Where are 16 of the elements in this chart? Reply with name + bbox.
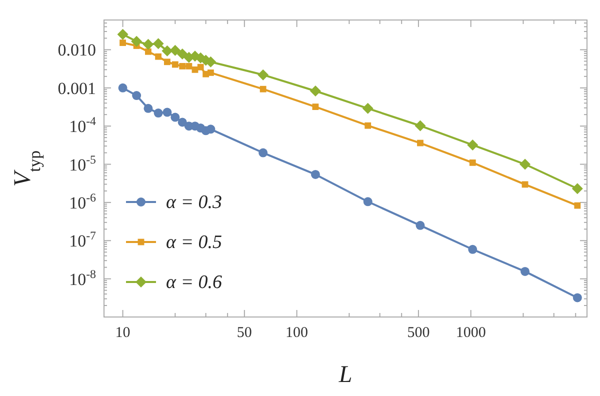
y-tick-label: 0.001 <box>58 78 96 98</box>
y-tick-label: 0.010 <box>58 40 96 60</box>
x-axis-title: L <box>338 362 352 388</box>
x-tick-label: 1000 <box>456 325 486 341</box>
x-tick-label: 100 <box>286 325 308 341</box>
x-tick-label: 10 <box>115 325 130 341</box>
legend-label: α = 0.6 <box>166 272 223 293</box>
x-tick-label: 50 <box>236 325 252 341</box>
x-tick-label: 500 <box>407 325 430 341</box>
legend-label: α = 0.5 <box>166 232 222 253</box>
y-tick-label: 10$^{-6}$ <box>69 190 96 212</box>
y-tick-label: 10$^{-7}$ <box>69 228 96 251</box>
y-tick-label: 10$^{-5}$ <box>69 152 96 174</box>
y-tick-label: 10$^{-8}$ <box>69 266 96 289</box>
legend-label: α = 0.3 <box>166 192 222 213</box>
y-tick-label: 10$^{-4}$ <box>69 114 96 136</box>
